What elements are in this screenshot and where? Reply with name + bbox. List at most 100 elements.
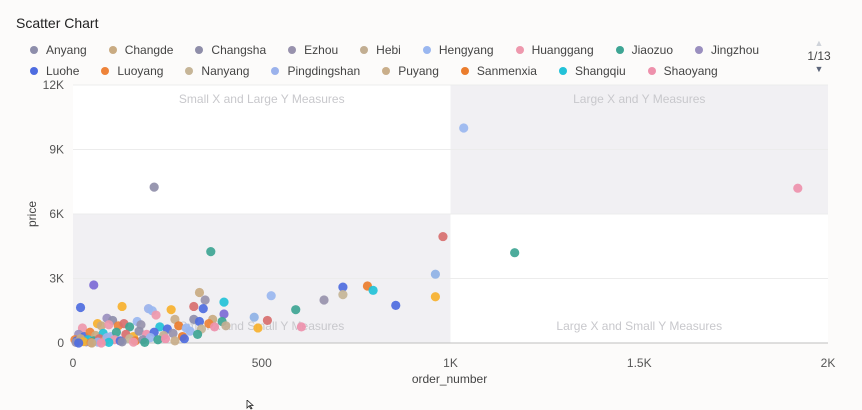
legend-item[interactable]: Luohe	[30, 64, 79, 78]
data-point	[338, 290, 348, 300]
legend-item[interactable]: Shaoyang	[647, 63, 718, 78]
data-point	[249, 312, 259, 322]
legend-marker	[695, 45, 704, 54]
legend-item[interactable]: Pingdingshan	[271, 64, 360, 78]
data-point	[117, 337, 127, 347]
legend-marker	[360, 45, 369, 54]
legend-marker	[382, 66, 391, 75]
data-point	[221, 321, 231, 331]
data-point	[87, 338, 97, 348]
data-point	[793, 183, 803, 193]
data-point	[104, 337, 114, 347]
legend-label: Huanggang	[531, 42, 594, 57]
x-tick-label: 1K	[443, 356, 458, 370]
quadrant-label-top-right: Large X and Y Measures	[573, 92, 705, 106]
legend-marker	[515, 45, 524, 54]
data-point	[219, 297, 229, 307]
legend-label: Jiaozuo	[631, 42, 674, 57]
axis-titles: order_number price	[25, 201, 487, 386]
data-point	[510, 248, 520, 258]
legend-marker	[288, 45, 297, 54]
legend-label: Hengyang	[438, 42, 494, 57]
legend-marker	[647, 66, 656, 75]
legend-label: Changde	[124, 42, 174, 57]
data-point	[185, 326, 195, 336]
legend-label: Sanmenxia	[476, 63, 537, 78]
data-point	[96, 321, 106, 331]
data-point	[149, 182, 159, 192]
data-point	[206, 247, 216, 257]
legend-page-indicator: 1/13	[807, 49, 831, 63]
legend-item[interactable]: Nanyang	[185, 64, 249, 78]
legend-marker	[30, 45, 38, 54]
data-point	[189, 301, 199, 312]
data-point	[151, 310, 161, 320]
data-point	[179, 334, 189, 344]
legend-item[interactable]: Luoyang	[101, 64, 163, 78]
legend-item[interactable]: Jiaozuo	[615, 42, 674, 57]
data-point	[170, 336, 180, 346]
legend-item[interactable]: Sanmenxia	[460, 63, 537, 78]
legend-item[interactable]: Changde	[108, 42, 174, 57]
legend-marker	[422, 45, 431, 54]
legend-pager: ▲ 1/13 ▼	[803, 38, 835, 74]
legend-marker	[615, 45, 624, 54]
legend-page-down-icon[interactable]: ▼	[814, 64, 824, 74]
legend-item[interactable]: Hengyang	[422, 42, 494, 57]
data-point	[262, 315, 273, 326]
legend-marker	[460, 66, 469, 75]
data-point	[75, 302, 86, 313]
legend-item[interactable]: Puyang	[382, 64, 439, 78]
data-point	[74, 338, 84, 348]
legend-page-up-icon[interactable]: ▲	[814, 38, 824, 48]
data-point	[125, 322, 135, 332]
data-point	[140, 337, 150, 347]
y-tick-label: 9K	[49, 143, 64, 157]
legend-label: Shangqiu	[574, 63, 626, 78]
data-point	[338, 282, 348, 292]
legend-label: Jingzhou	[711, 42, 760, 57]
data-point	[153, 335, 163, 345]
mouse-cursor-icon	[246, 400, 255, 410]
axes: 0 500 1K 1.5K 2K 0 3K 6K 9K 12K	[43, 78, 836, 370]
data-point	[253, 323, 263, 333]
legend-item[interactable]: Anyang	[30, 43, 87, 57]
legend-marker	[271, 66, 280, 75]
legend-item[interactable]: Huanggang	[515, 42, 594, 57]
data-point	[430, 292, 440, 302]
legend-label: Puyang	[398, 63, 439, 78]
y-tick-label: 6K	[49, 207, 64, 221]
legend-item[interactable]: Shangqiu	[558, 63, 626, 78]
legend-item[interactable]: Hebi	[360, 43, 401, 57]
data-point	[117, 301, 127, 312]
legend-item[interactable]: Changsha	[195, 43, 266, 57]
data-point	[194, 287, 205, 298]
data-point	[166, 305, 176, 315]
legend-label: Nanyang	[201, 63, 250, 78]
data-point	[296, 322, 306, 332]
quadrant-label-bottom-right: Large X and Small Y Measures	[556, 319, 722, 333]
legend-label: Hebi	[376, 42, 401, 57]
legend-marker	[185, 66, 194, 75]
data-point	[96, 338, 106, 348]
legend-label: Shaoyang	[663, 63, 718, 78]
data-point	[198, 304, 208, 314]
data-point	[134, 326, 144, 336]
legend-label: Changsha	[211, 42, 267, 57]
legend-marker	[195, 45, 204, 54]
legend-item[interactable]: Jingzhou	[695, 43, 759, 57]
legend-label: Ezhou	[304, 42, 339, 57]
x-tick-label: 0	[70, 356, 77, 370]
y-tick-label: 3K	[49, 272, 64, 286]
legend-row: Luohe Luoyang Nanyang Pingdingshan Puyang San…	[30, 60, 790, 81]
data-point	[200, 295, 210, 305]
legend-marker	[101, 66, 110, 75]
legend-item[interactable]: Ezhou	[288, 43, 338, 57]
data-point	[291, 305, 301, 315]
data-points	[70, 123, 803, 348]
legend-marker	[108, 45, 117, 54]
data-point	[104, 320, 114, 330]
legend-label: Luoyang	[117, 63, 164, 78]
data-point	[160, 334, 171, 344]
